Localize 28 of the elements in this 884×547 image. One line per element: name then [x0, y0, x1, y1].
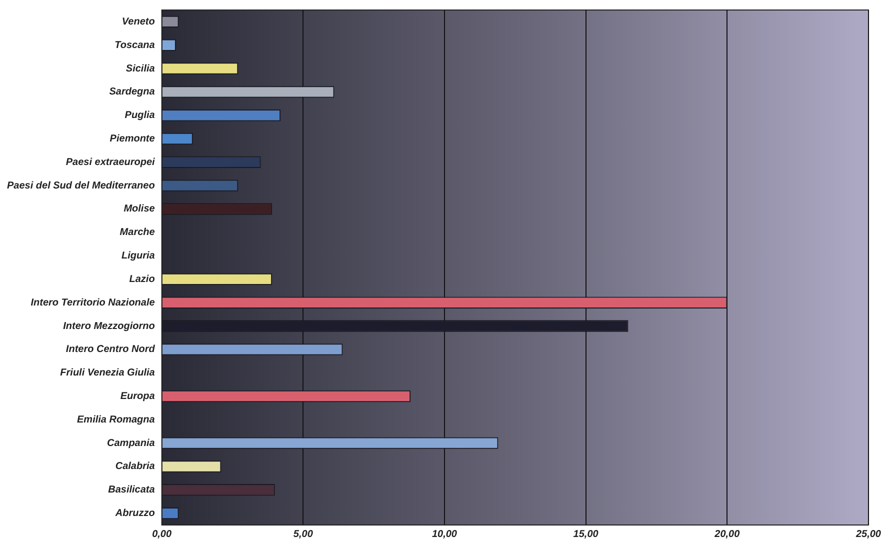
x-tick-label: 15,00 — [573, 528, 599, 540]
y-tick-label: Molise — [124, 204, 156, 215]
y-tick-label: Abruzzo — [114, 508, 155, 520]
x-tick-label: 0,00 — [152, 528, 172, 540]
y-tick-label: Sicilia — [126, 63, 156, 74]
y-tick-label: Intero Territorio Nazionale — [30, 297, 156, 308]
x-tick-label: 5,00 — [293, 528, 314, 540]
y-tick-label: Sardegna — [109, 86, 156, 98]
y-tick-label: Lazio — [129, 274, 155, 285]
y-tick-label: Liguria — [121, 250, 156, 262]
y-tick-label: Intero Centro Nord — [66, 344, 156, 356]
y-tick-label: Calabria — [115, 461, 156, 472]
y-tick-label: Friuli Venezia Giulia — [60, 368, 156, 379]
y-tick-label: Campania — [107, 438, 156, 449]
y-tick-label: Puglia — [124, 110, 156, 122]
y-tick-label: Piemonte — [110, 134, 156, 144]
y-tick-label: Intero Mezzogiorno — [63, 320, 155, 332]
y-tick-label: Paesi extraeuropei — [66, 156, 156, 168]
y-tick-label: Marche — [120, 227, 156, 238]
x-tick-label: 25,00 — [854, 528, 882, 540]
x-tick-label: 20,00 — [714, 528, 740, 540]
y-tick-label: Europa — [120, 391, 156, 402]
y-tick-label: Basilicata — [108, 484, 156, 496]
y-tick-label: Toscana — [114, 40, 156, 51]
y-tick-label: Paesi del Sud del Mediterraneo — [6, 180, 155, 192]
y-tick-label: Veneto — [122, 16, 155, 28]
y-tick-label: Emilia Romagna — [77, 414, 156, 426]
x-tick-label: 10,00 — [432, 528, 458, 540]
